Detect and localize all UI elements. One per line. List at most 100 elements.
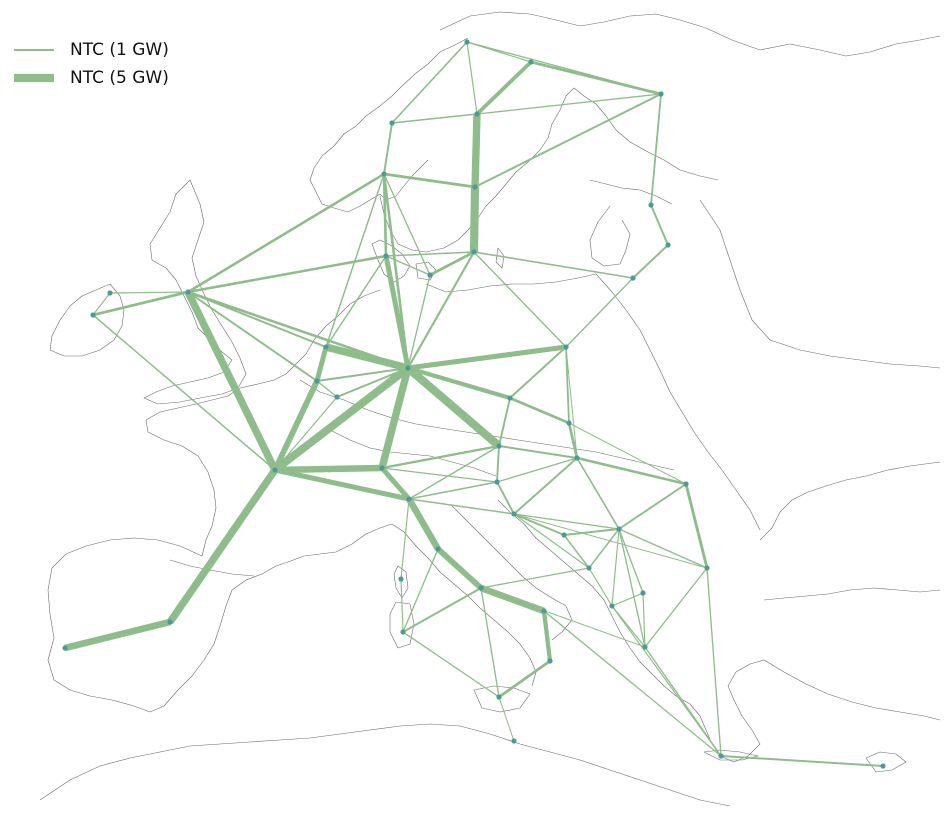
ntc-link-gb-ni	[109, 291, 189, 294]
ntc-link-no_n-no_c	[391, 41, 468, 124]
coastline-gulf-of-finland	[589, 179, 673, 205]
coastline-gotland	[495, 247, 505, 269]
bus-node-mk	[642, 644, 648, 650]
ntc-link-es-pt	[64, 618, 171, 652]
bus-node-be	[314, 378, 320, 384]
coastline-great-britain	[143, 179, 247, 405]
coastline-baltic-east	[589, 205, 631, 267]
ntc-link-se_s-de	[407, 251, 475, 369]
coastline-baltic-south	[425, 273, 597, 293]
ntc-link-dk_w-nl	[325, 255, 387, 348]
bus-node-ba	[561, 532, 567, 538]
coastline-italy-west	[391, 523, 537, 687]
bus-node-me	[586, 565, 592, 571]
ntc-link-ie-fr	[92, 314, 276, 471]
ntc-link-ni-ie	[92, 292, 111, 316]
coastline-finland	[551, 87, 719, 181]
ntc-link-gb-be	[187, 291, 318, 382]
bus-node-mt	[511, 738, 517, 744]
ntc-link-de-cz	[407, 365, 511, 401]
ntc-link-it_s-gr	[543, 610, 722, 757]
ntc-link-rs-me	[588, 528, 620, 569]
ntc-link-it_s-it_cal	[541, 610, 553, 662]
bus-node-hr	[511, 511, 517, 517]
ntc-link-no_s-gb	[187, 172, 385, 294]
bus-node-se_n	[474, 111, 480, 117]
ntc-link-dk_e-de	[407, 274, 431, 369]
ntc-link-dk_w-dk_e	[385, 255, 431, 276]
ntc-link-me-it_cs	[480, 567, 590, 589]
bus-node-gb	[185, 289, 191, 295]
coastline-arctic	[439, 11, 941, 57]
coastline-zealand	[415, 261, 437, 281]
bus-node-it_sic	[496, 694, 502, 700]
ntc-link-hr-it_n	[408, 498, 515, 515]
coastline-adriatic	[497, 499, 691, 705]
ntc-link-ba-rs	[563, 528, 620, 536]
ntc-link-xk-mk	[642, 592, 646, 648]
coastline-anatolia-south	[763, 659, 941, 721]
bus-node-ch	[379, 465, 385, 471]
ntc-link-fi_n-ru_spb	[530, 60, 662, 96]
bus-node-ro	[683, 481, 689, 487]
ntc-link-it_n-it_c	[406, 497, 441, 551]
ntc-link-fi_n-se_n	[475, 60, 533, 116]
ntc-link-gr-cy	[720, 755, 884, 767]
ntc-link-be-fr	[272, 379, 320, 472]
bus-node-no_c	[389, 120, 395, 126]
coastline-iberia	[47, 537, 289, 713]
bus-nodes-layer	[62, 39, 886, 769]
bus-node-sk	[566, 420, 572, 426]
bus-node-es	[167, 619, 173, 625]
ntc-link-cz-sk	[509, 396, 570, 425]
ntc-link-se_s-dk_e	[429, 250, 475, 277]
ntc-link-me-al	[588, 567, 613, 607]
bus-node-se_s	[471, 249, 477, 255]
border-russia	[699, 199, 941, 369]
ntc-links-layer	[64, 41, 884, 767]
bus-node-gr	[718, 753, 724, 759]
ntc-link-ru_spb-se_n	[476, 93, 662, 115]
bus-node-ee	[648, 202, 654, 208]
legend-label-5gw: NTC (5 GW)	[70, 68, 169, 88]
ntc-link-lv-lt	[632, 244, 669, 279]
legend-swatch-thick-line	[14, 73, 54, 83]
bus-node-se_c	[472, 184, 478, 190]
legend-label-1gw: NTC (1 GW)	[70, 40, 169, 60]
ntc-link-rs-bg	[618, 528, 708, 569]
bus-node-lt	[630, 275, 636, 281]
coastline-black-sea	[759, 461, 941, 541]
ntc-link-no_s-dk_w	[382, 173, 388, 257]
ntc-link-no_c-no_s	[383, 122, 393, 175]
bus-node-it_s	[541, 608, 547, 614]
border-inland-central	[299, 379, 675, 471]
ntc-link-se_s-pl	[473, 251, 567, 348]
ntc-link-sk-hu	[567, 422, 579, 459]
bus-node-lu	[334, 394, 340, 400]
ntc-link-xk-al	[611, 592, 644, 607]
ntc-link-rs-xk	[618, 528, 644, 594]
bus-node-no_s	[381, 171, 387, 177]
ntc-link-rs-al	[611, 528, 620, 607]
ntc-link-ro-bg	[684, 483, 709, 569]
ntc-link-se_n-no_c	[391, 113, 478, 124]
ntc-link-mk-gr	[644, 646, 722, 757]
ntc-link-dk_w-gb	[187, 254, 387, 294]
ntc-link-ru_spb-ee	[650, 93, 662, 206]
ntc-link-si-hr	[496, 481, 515, 515]
legend-swatch-thin-line	[14, 49, 54, 51]
ntc-link-pl-hu	[565, 346, 578, 459]
ntc-link-co-sa	[400, 578, 404, 633]
bus-node-lv	[665, 242, 671, 248]
ntc-link-it_n-co	[400, 498, 410, 580]
bus-node-hu	[574, 455, 580, 461]
bus-node-si	[494, 479, 500, 485]
ntc-link-no_s-dk_e	[383, 173, 431, 276]
ntc-link-fr-ch	[274, 464, 383, 474]
bus-node-pt	[62, 645, 68, 651]
bus-node-sa	[400, 629, 406, 635]
ntc-link-se_n-se_c	[471, 113, 481, 188]
ntc-link-hr-rs	[513, 513, 620, 530]
bus-node-nl	[323, 344, 329, 350]
ntc-link-de-fr	[272, 364, 411, 474]
